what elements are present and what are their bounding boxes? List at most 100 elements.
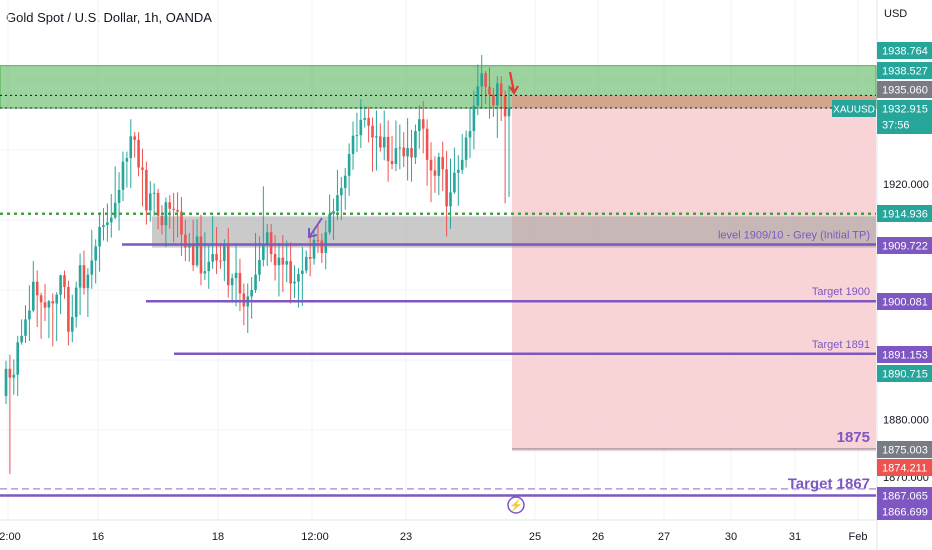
candle bbox=[414, 124, 417, 164]
candles-layer bbox=[4, 55, 511, 475]
short-entry-zone bbox=[512, 95, 876, 109]
candle bbox=[433, 156, 437, 193]
candle bbox=[47, 299, 51, 339]
chart-title: Gold Spot / U.S. Dollar, 1h, OANDA bbox=[6, 10, 212, 25]
candle bbox=[39, 292, 43, 339]
candle bbox=[102, 208, 105, 241]
candle-body bbox=[402, 147, 406, 157]
candle bbox=[343, 168, 347, 210]
price-label-bg bbox=[877, 100, 932, 134]
lightning-glyph: ⚡ bbox=[509, 499, 523, 512]
price-label: 1914.936 bbox=[877, 205, 932, 222]
candle bbox=[453, 147, 456, 195]
candle-body bbox=[86, 274, 90, 289]
candle-body bbox=[499, 83, 503, 96]
candle-body bbox=[74, 287, 78, 318]
price-label: 1891.153 bbox=[877, 346, 932, 363]
candle bbox=[16, 335, 19, 396]
candle-body bbox=[476, 86, 480, 106]
candle bbox=[242, 283, 246, 326]
candle-body bbox=[480, 73, 484, 87]
candle-body bbox=[262, 243, 265, 260]
candle-body bbox=[199, 236, 203, 274]
candle bbox=[226, 228, 230, 298]
candle bbox=[320, 233, 324, 263]
candle bbox=[460, 133, 464, 174]
candle bbox=[484, 70, 487, 104]
price-label-text: 1890.715 bbox=[882, 369, 928, 381]
candle-body bbox=[421, 119, 425, 129]
candle-body bbox=[301, 270, 304, 275]
candle bbox=[203, 232, 207, 280]
candle bbox=[117, 172, 121, 231]
candle bbox=[390, 135, 394, 170]
x-tick-label: 2:00 bbox=[0, 531, 21, 543]
candle bbox=[148, 181, 152, 222]
candle bbox=[304, 250, 308, 274]
price-label: 1938.527 bbox=[877, 62, 932, 79]
candle-body bbox=[176, 209, 179, 212]
x-tick-label: 30 bbox=[725, 531, 737, 543]
candle bbox=[398, 124, 402, 170]
candle-body bbox=[375, 136, 378, 138]
candle bbox=[277, 242, 281, 297]
candle-body bbox=[332, 211, 335, 215]
price-label-bg bbox=[877, 441, 932, 458]
zones-layer bbox=[0, 0, 877, 520]
candle-body bbox=[82, 265, 86, 289]
candle-body bbox=[156, 192, 160, 216]
candle-body bbox=[468, 131, 472, 138]
price-label: 1909.722 bbox=[877, 237, 932, 254]
candle-body bbox=[133, 136, 136, 140]
candle-body bbox=[414, 131, 417, 158]
candle bbox=[351, 121, 355, 170]
candle-body bbox=[254, 274, 257, 290]
lightning-icon[interactable]: ⚡ bbox=[507, 496, 525, 514]
price-label: 1900.081 bbox=[877, 293, 932, 310]
candle bbox=[90, 229, 94, 289]
candle-body bbox=[507, 108, 511, 117]
currency-label: USD bbox=[884, 8, 908, 20]
candle-body bbox=[184, 234, 187, 248]
candle bbox=[199, 214, 203, 286]
price-label-text: 1938.527 bbox=[882, 66, 928, 78]
candle-body bbox=[425, 128, 429, 160]
price-label-text: 1875.003 bbox=[882, 445, 928, 457]
candle-body bbox=[203, 271, 207, 274]
candle bbox=[160, 205, 164, 235]
candle-body bbox=[207, 261, 211, 272]
candle-body bbox=[106, 222, 109, 226]
candle-body bbox=[102, 225, 105, 227]
candle bbox=[410, 129, 413, 182]
levels-layer: level 1909/10 - Grey (Initial TP) Target … bbox=[0, 71, 876, 514]
price-label: 1867.065 bbox=[877, 487, 932, 504]
candle-body bbox=[363, 118, 367, 120]
candle-body bbox=[31, 281, 35, 311]
candle bbox=[156, 188, 160, 230]
candle-body bbox=[94, 246, 97, 261]
candle bbox=[145, 161, 148, 225]
grey-initial-tp-zone bbox=[152, 216, 876, 248]
candle bbox=[496, 76, 499, 139]
candle bbox=[109, 194, 113, 238]
candle bbox=[503, 90, 507, 204]
x-tick-label: 16 bbox=[92, 531, 104, 543]
candle bbox=[457, 155, 460, 206]
symbol-tag-text: XAUUSD bbox=[833, 105, 875, 116]
price-label: 1874.211 bbox=[877, 459, 932, 476]
candle-body bbox=[297, 274, 300, 282]
candle bbox=[113, 166, 117, 220]
candle-body bbox=[304, 256, 308, 271]
sell-arrow-icon bbox=[508, 71, 519, 96]
candle bbox=[20, 319, 23, 345]
price-label-bg bbox=[877, 42, 932, 59]
candle-body bbox=[78, 265, 82, 288]
candle bbox=[445, 151, 448, 237]
candle-body bbox=[39, 295, 43, 303]
candle-body bbox=[129, 136, 133, 159]
candle bbox=[425, 119, 429, 186]
candle-body bbox=[70, 317, 74, 332]
target-1900-label: Target 1900 bbox=[812, 286, 870, 298]
candle bbox=[316, 224, 320, 253]
